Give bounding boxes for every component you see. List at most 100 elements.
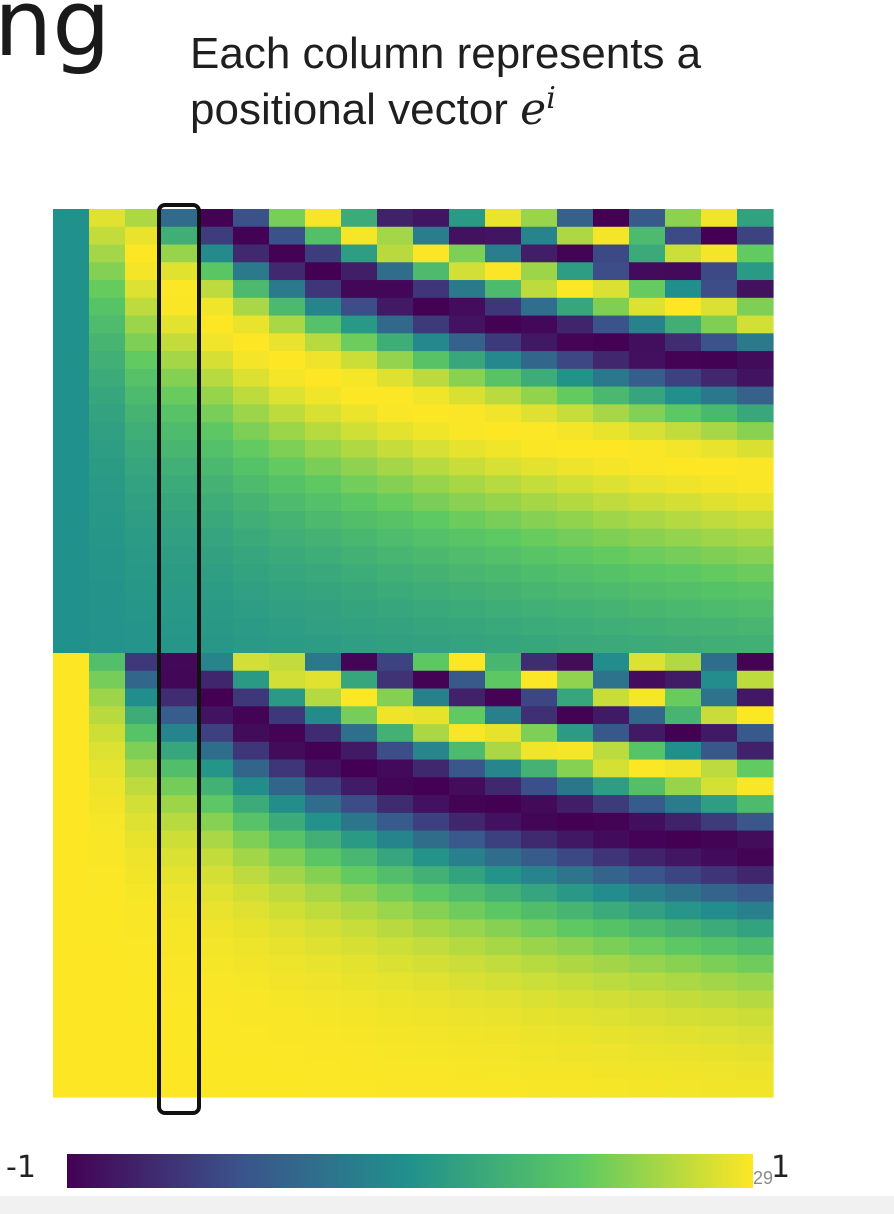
heatmap-cell <box>737 297 774 317</box>
heatmap-cell <box>233 848 270 867</box>
heatmap-cell <box>557 635 594 654</box>
heatmap-cell <box>269 670 306 690</box>
heatmap-cell <box>521 1008 558 1027</box>
heatmap-cell <box>305 901 342 920</box>
heatmap-cell <box>629 333 666 352</box>
heatmap-cell <box>197 457 234 476</box>
heatmap-cell <box>737 599 774 619</box>
heatmap-cell <box>593 724 630 743</box>
heatmap-cell <box>449 741 486 761</box>
heatmap-cell <box>557 759 594 778</box>
heatmap-cell <box>737 422 774 441</box>
heatmap-cell <box>521 866 558 885</box>
heatmap-cell <box>593 866 630 885</box>
title-fragment: ng <box>0 0 111 77</box>
heatmap-cell <box>701 581 738 601</box>
heatmap-cell <box>305 741 342 761</box>
heatmap-cell <box>53 1079 90 1098</box>
heatmap-cell <box>593 244 630 263</box>
heatmap-cell <box>305 617 342 636</box>
heatmap-cell <box>701 1043 738 1063</box>
heatmap-cell <box>521 457 558 476</box>
heatmap-cell <box>89 297 126 317</box>
heatmap-cell <box>629 386 666 405</box>
heatmap-cell <box>125 493 162 512</box>
heatmap-cell <box>521 901 558 920</box>
heatmap-cell <box>125 315 162 334</box>
heatmap-cell <box>737 724 774 743</box>
heatmap-cell <box>557 510 594 530</box>
heatmap-cell <box>593 475 630 494</box>
heatmap-cell <box>89 759 126 778</box>
heatmap-cell <box>629 1043 666 1063</box>
heatmap-cell <box>125 386 162 405</box>
heatmap-cell <box>125 564 162 583</box>
heatmap-cell <box>305 1079 342 1098</box>
heatmap-cell <box>269 528 306 548</box>
heatmap-cell <box>233 883 270 903</box>
heatmap-cell <box>629 493 666 512</box>
heatmap-cell <box>593 706 630 725</box>
heatmap-cell <box>269 404 306 423</box>
heatmap-cell <box>269 1043 306 1063</box>
heatmap-cell <box>269 581 306 601</box>
heatmap-cell <box>377 226 414 246</box>
heatmap-cell <box>53 759 90 778</box>
heatmap-cell <box>89 599 126 619</box>
heatmap-cell <box>485 280 522 299</box>
heatmap-cell <box>701 741 738 761</box>
heatmap-cell <box>89 670 126 690</box>
heatmap-cell <box>341 670 378 690</box>
heatmap-cell <box>341 901 378 920</box>
heatmap-cell <box>665 226 702 246</box>
heatmap-cell <box>269 493 306 512</box>
heatmap-cell <box>521 919 558 938</box>
heatmap-cell <box>89 439 126 459</box>
heatmap-cell <box>593 901 630 920</box>
heatmap-cell <box>233 777 270 796</box>
heatmap-cell <box>269 866 306 885</box>
heatmap-cell <box>701 954 738 974</box>
heatmap-cell <box>341 599 378 619</box>
heatmap-cell <box>449 581 486 601</box>
heatmap-cell <box>197 1008 234 1027</box>
heatmap-cell <box>53 937 90 956</box>
heatmap-cell <box>737 510 774 530</box>
heatmap-cell <box>701 1079 738 1098</box>
heatmap-cell <box>89 1061 126 1080</box>
heatmap-cell <box>89 972 126 992</box>
heatmap-cell <box>413 1061 450 1080</box>
heatmap-cell <box>53 581 90 601</box>
heatmap-cell <box>449 848 486 867</box>
heatmap-cell <box>377 564 414 583</box>
heatmap-cell <box>377 209 414 228</box>
heatmap-cell <box>665 493 702 512</box>
heatmap-cell <box>629 315 666 334</box>
heatmap-cell <box>593 830 630 849</box>
heatmap-cell <box>593 493 630 512</box>
heatmap-cell <box>125 280 162 299</box>
heatmap-cell <box>629 759 666 778</box>
heatmap-cell <box>701 1061 738 1080</box>
heatmap-cell <box>233 937 270 956</box>
heatmap-cell <box>161 706 198 725</box>
heatmap-cell <box>737 581 774 601</box>
heatmap-cell <box>197 439 234 459</box>
heatmap-cell <box>449 475 486 494</box>
heatmap-cell <box>449 404 486 423</box>
heatmap-cell <box>737 564 774 583</box>
heatmap-cell <box>413 653 450 672</box>
heatmap-cell <box>197 351 234 370</box>
heatmap-cell <box>557 777 594 796</box>
heatmap-cell <box>269 368 306 388</box>
heatmap-cell <box>629 528 666 548</box>
heatmap-cell <box>629 368 666 388</box>
bottom-strip <box>0 1196 894 1214</box>
heatmap-cell <box>305 315 342 334</box>
heatmap-cell <box>125 528 162 548</box>
heatmap-cell <box>161 812 198 832</box>
heatmap-cell <box>89 475 126 494</box>
heatmap-cell <box>737 404 774 423</box>
heatmap-cell <box>53 670 90 690</box>
heatmap-cell <box>521 599 558 619</box>
